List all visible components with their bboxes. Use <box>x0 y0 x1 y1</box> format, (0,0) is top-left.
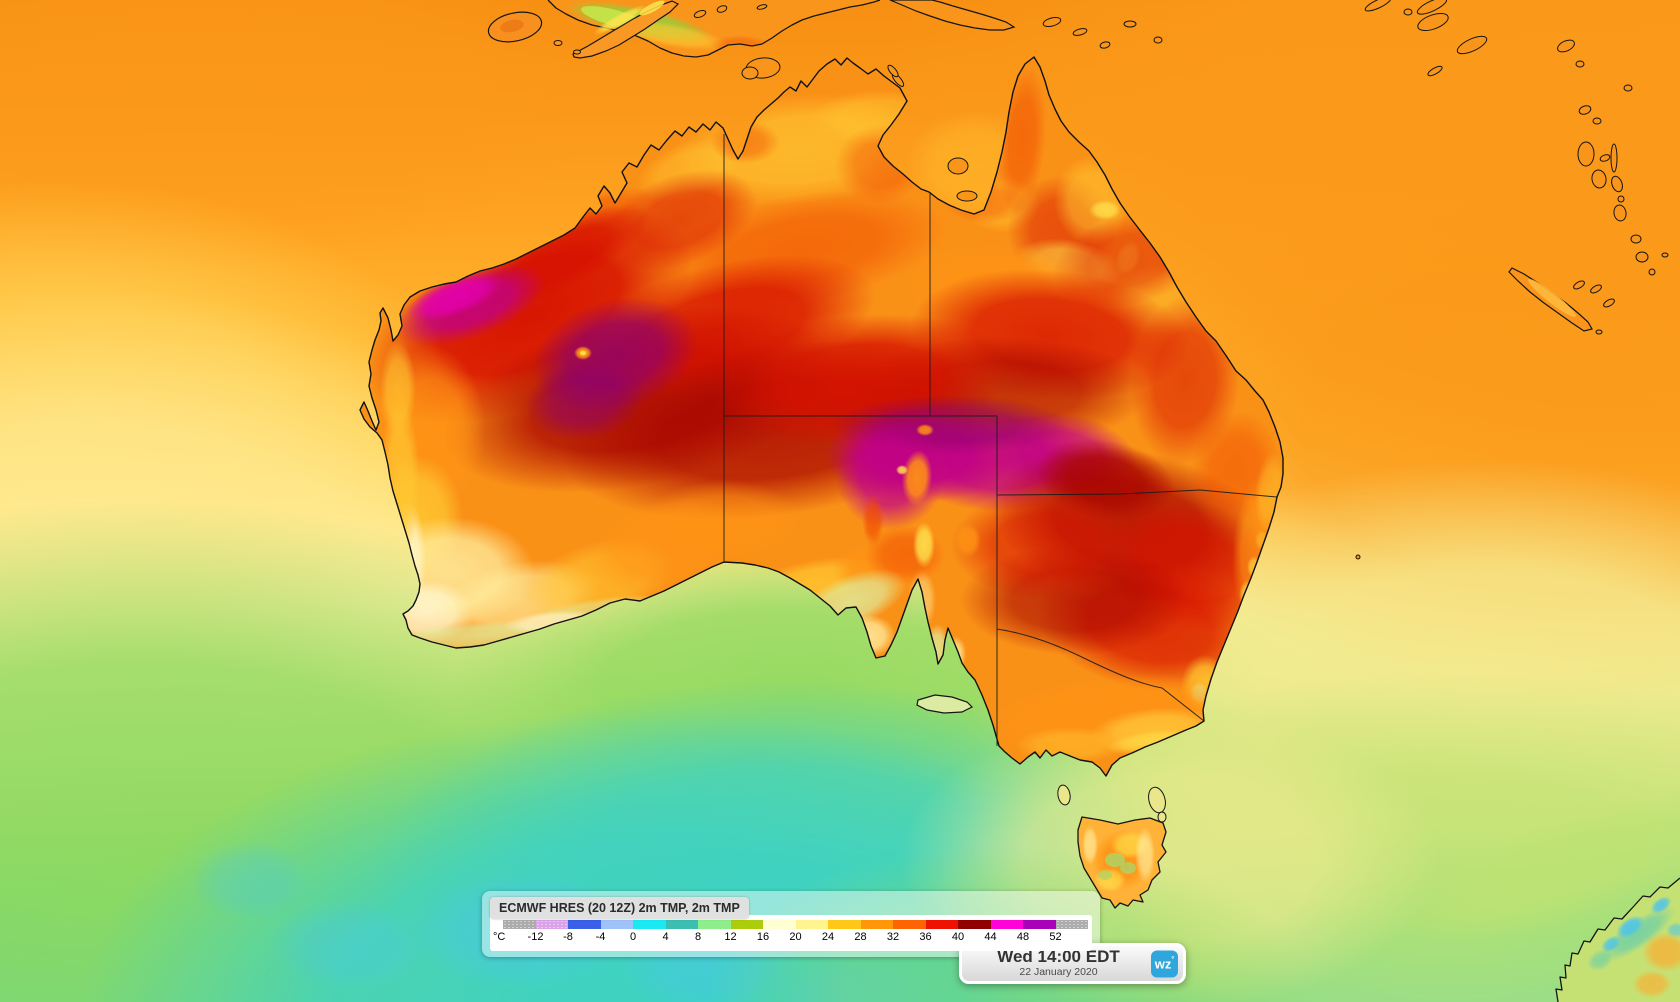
legend-tick: -12 <box>527 931 544 943</box>
pacific-islands <box>693 0 1669 560</box>
legend-segment <box>795 920 828 929</box>
legend-segment <box>600 920 633 929</box>
timor-islands <box>487 0 680 59</box>
weatherzone-logo-text: wz <box>1154 956 1172 971</box>
legend-segment <box>925 920 958 929</box>
legend-tick: 24 <box>821 931 835 943</box>
legend-segment <box>568 920 601 929</box>
legend-segment <box>633 920 666 929</box>
legend-segment <box>730 920 763 929</box>
legend-ticks: -12 -8 -4 0 4 8 12 16 20 24 28 32 36 40 44 48 52 <box>503 931 1088 946</box>
legend-segment <box>1055 920 1088 929</box>
legend-segment <box>665 920 698 929</box>
legend-strip: °C -12 -8 -4 0 4 8 12 16 20 24 28 32 36 40 44 48 52 <box>490 915 1092 951</box>
state-borders <box>723 134 1278 746</box>
legend-colorbar <box>503 920 1088 929</box>
legend-segment <box>763 920 796 929</box>
weatherzone-logo-degree: ° <box>1171 956 1175 963</box>
legend-tick: 8 <box>694 931 702 943</box>
legend-tick: -8 <box>563 931 573 943</box>
legend-tick: 44 <box>984 931 997 943</box>
legend-segment <box>958 920 991 929</box>
legend-tick: 48 <box>1016 931 1030 943</box>
legend-tick: 0 <box>629 931 637 943</box>
legend-segment <box>535 920 568 929</box>
legend-tick: 4 <box>662 931 669 943</box>
legend-tick: 32 <box>886 931 900 943</box>
legend-segment <box>698 920 731 929</box>
legend-tick: 12 <box>724 931 737 943</box>
timestamp-daytime: Wed 14:00 EDT <box>997 947 1120 966</box>
new-caledonia <box>1508 267 1593 332</box>
legend-segment <box>503 920 536 929</box>
legend-tick: 52 <box>1049 931 1062 943</box>
kangaroo-island <box>916 694 974 714</box>
timestamp-date: 22 January 2020 <box>1019 966 1098 978</box>
legend-segment <box>860 920 893 929</box>
legend-tick: 16 <box>756 931 770 943</box>
australia-coastline <box>359 56 1284 777</box>
legend-tick: 36 <box>919 931 932 943</box>
legend-segment <box>828 920 861 929</box>
legend-title: ECMWF HRES (20 12Z) 2m TMP, 2m TMP <box>490 897 749 919</box>
legend-panel: ECMWF HRES (20 12Z) 2m TMP, 2m TMP °C -1… <box>482 891 1100 957</box>
legend-tick: 28 <box>854 931 867 943</box>
legend-tick: 40 <box>951 931 965 943</box>
legend-tick: 20 <box>789 931 802 943</box>
legend-segment <box>990 920 1023 929</box>
legend-tick: -4 <box>595 931 606 943</box>
legend-segment <box>1023 920 1056 929</box>
legend-segment <box>893 920 926 929</box>
legend-unit-label: °C <box>493 931 506 943</box>
weatherzone-logo: wz ° <box>1151 950 1178 977</box>
